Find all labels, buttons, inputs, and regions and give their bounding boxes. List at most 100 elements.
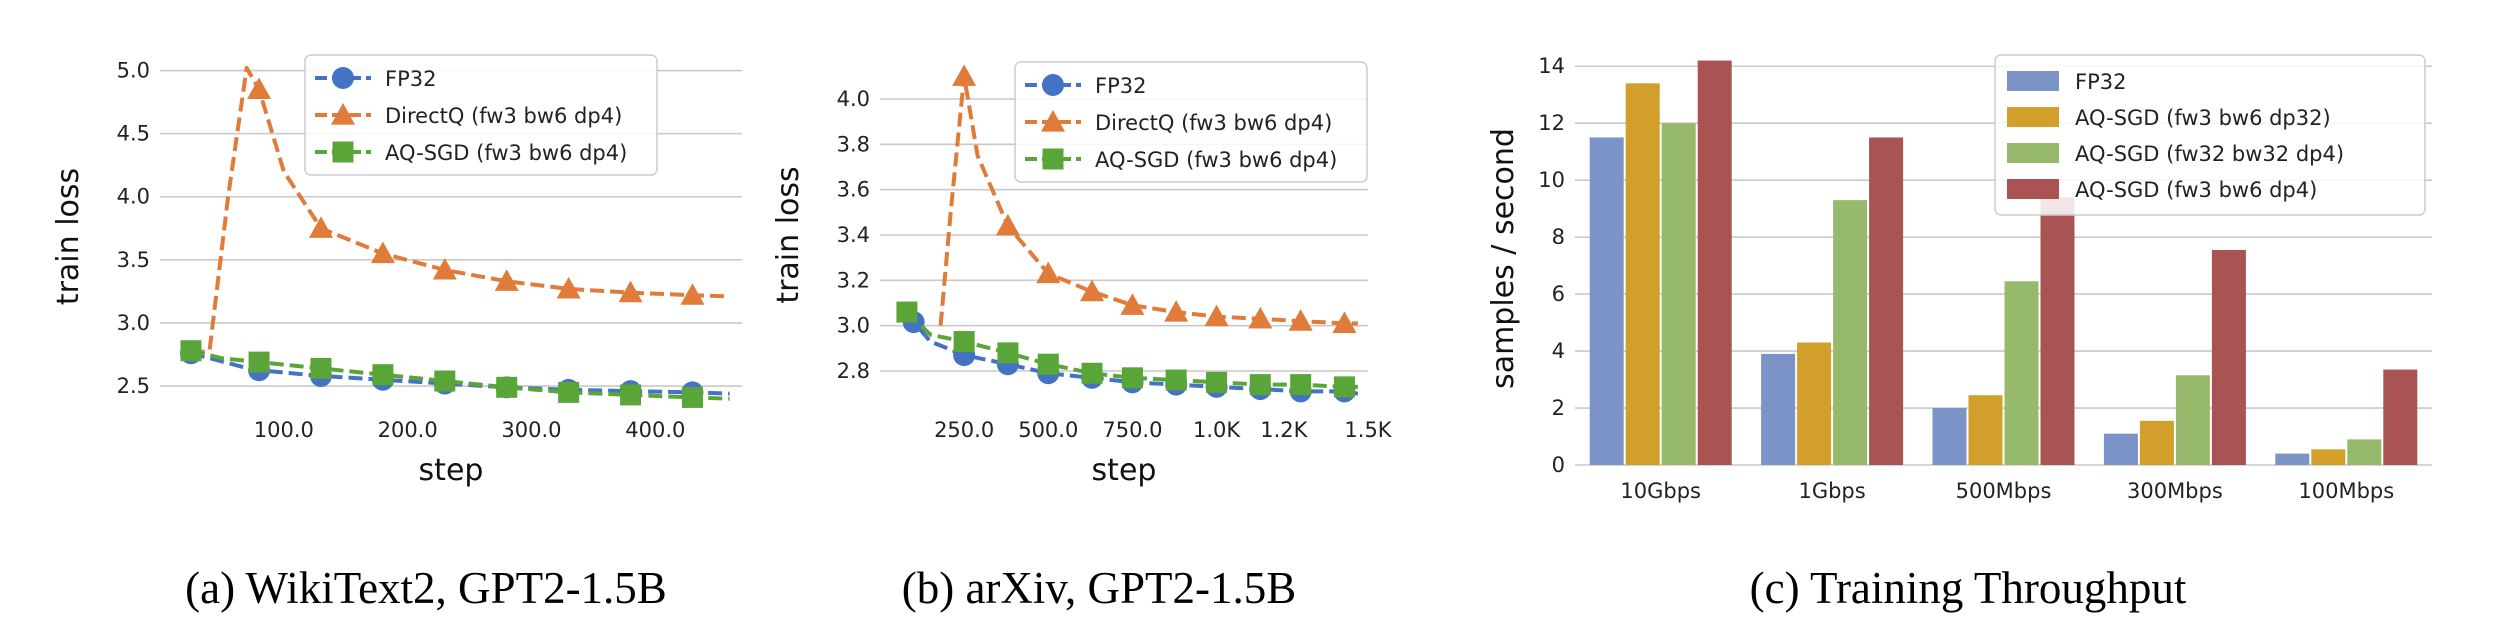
series-1-marker [1288,309,1313,331]
series-1-marker [952,64,977,86]
xtick-label: 300.0 [501,418,561,442]
series-2-marker [1081,362,1103,384]
legend-swatch [2007,179,2059,199]
xtick-label: 500.0 [1018,418,1078,442]
legend-label: AQ-SGD (fw32 bw32 dp4) [2075,142,2344,166]
series-2-marker [372,364,394,386]
series-1-marker [680,283,705,305]
xtick-label: 10Gbps [1620,479,1701,503]
series-1-marker [1248,306,1273,329]
series-2-marker [180,340,202,362]
bar-1 [2311,449,2346,465]
bar-0 [1589,137,1624,465]
series-2-marker [310,357,332,379]
series-line-0 [190,351,730,396]
series-1-marker [370,241,395,264]
ytick-label: 3.5 [117,248,150,272]
ytick-label: 4 [1552,339,1565,363]
ytick-label: 2.5 [117,374,150,398]
bar-0 [2103,433,2138,465]
ytick-label: 12 [1538,111,1565,135]
legend-marker [331,103,355,125]
ytick-label: 2.8 [837,359,870,383]
xtick-label: 1.5K [1344,418,1392,442]
bar-1 [1797,342,1832,465]
series-1-marker [1036,261,1061,284]
series-1-marker [308,216,333,238]
ytick-label: 10 [1538,168,1565,192]
series-1-marker [995,213,1020,236]
bar-3 [1869,137,1904,465]
bar-3 [2211,249,2246,465]
legend-label: DirectQ (fw3 bw6 dp4) [1095,111,1332,135]
xtick-label: 500Mbps [1956,479,2052,503]
xtick-label: 200.0 [378,418,438,442]
y-axis-label: train loss [51,168,86,305]
legend-label: FP32 [1095,74,1146,98]
bar-1 [1625,83,1660,466]
ytick-label: 3.8 [837,132,870,156]
series-2-marker [434,370,456,392]
xtick-label: 750.0 [1102,418,1162,442]
bar-3 [2383,369,2418,465]
bar-3 [1697,60,1732,465]
legend-swatch [2007,143,2059,163]
series-2-marker [1333,376,1355,398]
xtick-label: 100Mbps [2298,479,2394,503]
series-1-marker [1120,293,1145,315]
legend-label: AQ-SGD (fw3 bw6 dp4) [2075,178,2317,202]
bar-2 [2175,375,2210,465]
legend-box [1994,54,2426,216]
bar-0 [2275,453,2310,465]
series-2-marker [681,386,703,408]
series-1-marker [618,280,643,303]
chart-caption: (b) arXiv, GPT2-1.5B [902,563,1297,613]
bar-0 [1932,408,1967,465]
xtick-label: 1Gbps [1798,479,1865,503]
xtick-label: 400.0 [625,418,685,442]
series-1-marker [432,257,457,280]
series-2-marker [1037,353,1059,375]
legend-marker [332,141,354,163]
xtick-label: 300Mbps [2127,479,2223,503]
series-1-marker [247,77,272,100]
legend-label: AQ-SGD (fw3 bw6 dp32) [2075,106,2331,130]
legend-swatch [2007,71,2059,91]
series-1-marker [1080,279,1105,302]
ytick-label: 3.0 [837,314,870,338]
series-2-marker [1290,374,1312,396]
series-1-marker [1332,311,1357,333]
series-1-marker [494,269,519,291]
ytick-label: 4.0 [837,87,870,111]
legend-marker [1041,110,1065,132]
legend-marker [1042,74,1064,96]
ytick-label: 4.5 [117,122,150,146]
series-2-marker [997,342,1019,364]
xtick-label: 1.2K [1260,418,1308,442]
ytick-label: 6 [1552,282,1565,306]
bar-2 [2004,281,2039,465]
series-line-1 [938,74,1358,326]
chart-arxiv: 2.8 3.0 3.2 3.4 3.6 3.8 4.0 250.0 500.0 750.0 1.0K… [771,61,1393,613]
series-2-marker [496,376,518,398]
bar-2 [2347,439,2382,465]
ytick-label: 3.4 [837,223,870,247]
series-2-marker [1206,371,1228,393]
series-2-marker [953,331,975,353]
bar-1 [1968,395,2003,465]
ytick-label: 0 [1552,453,1565,477]
ytick-label: 4.0 [117,185,150,209]
x-axis-label: step [1092,453,1157,488]
series-2-marker [248,351,270,373]
legend-label: FP32 [385,67,436,91]
series-2-marker [896,301,918,323]
series-2-marker [1165,369,1187,391]
ytick-label: 5.0 [117,59,150,83]
xtick-label: 1.0K [1193,418,1241,442]
bar-0 [1761,353,1796,465]
series-1-marker [556,276,581,299]
series-2-marker [558,381,580,403]
series-2-marker [1121,367,1143,389]
series-1-marker [1164,300,1189,322]
